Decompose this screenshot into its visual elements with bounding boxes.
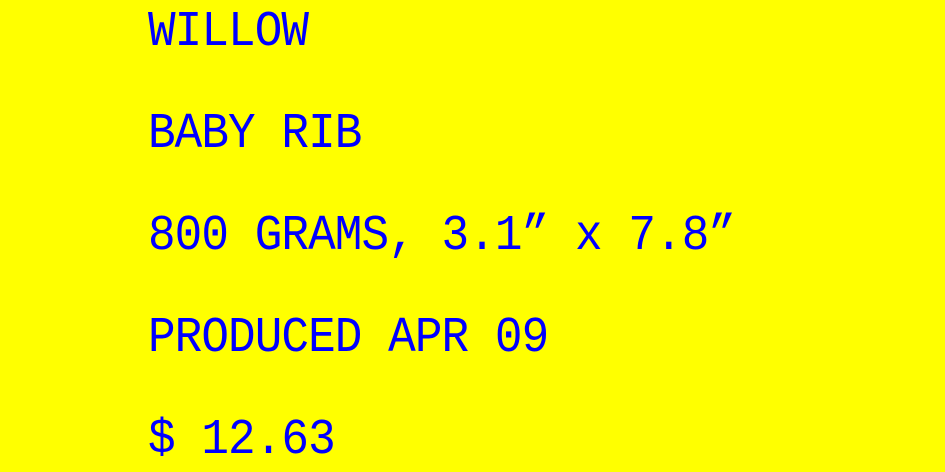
weight-dimensions: 800 GRAMS, 3.1” x 7.8”: [148, 208, 736, 265]
produced-date: PRODUCED APR 09: [148, 310, 549, 367]
price: $ 12.63: [148, 412, 336, 469]
product-name: WILLOW: [148, 4, 309, 61]
cut-name: BABY RIB: [148, 106, 362, 163]
